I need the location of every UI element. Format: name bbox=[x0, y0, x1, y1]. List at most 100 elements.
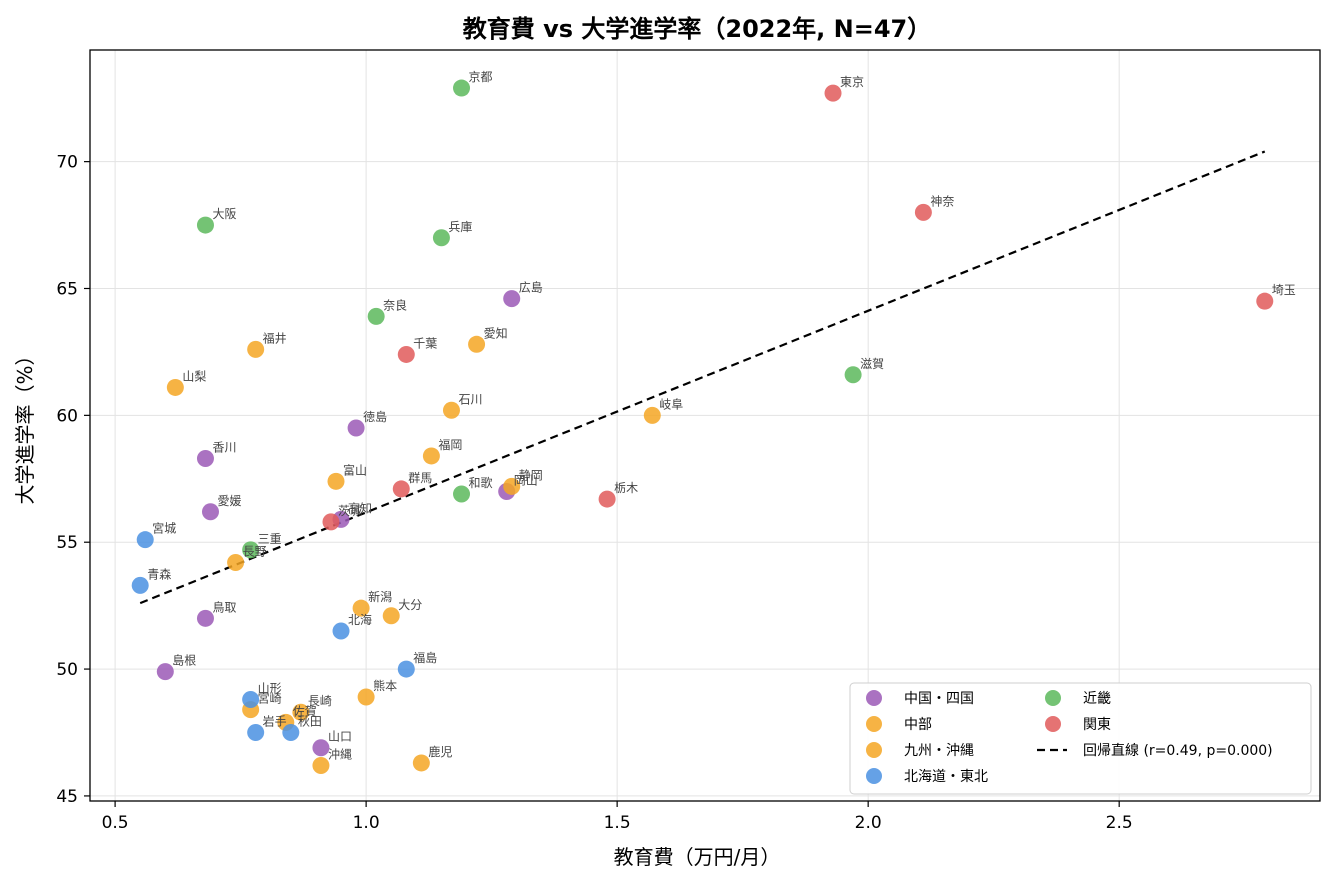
data-point bbox=[327, 472, 345, 490]
point-label: 石川 bbox=[458, 392, 482, 406]
data-point bbox=[468, 335, 486, 353]
y-tick-label: 50 bbox=[56, 660, 78, 680]
point-label: 大分 bbox=[398, 598, 422, 612]
legend-regression-label: 回帰直線 (r=0.49, p=0.000) bbox=[1083, 742, 1273, 759]
point-label: 千葉 bbox=[413, 336, 437, 350]
point-label: 山形 bbox=[258, 682, 282, 696]
data-point bbox=[347, 419, 365, 437]
data-point bbox=[166, 378, 184, 396]
data-point bbox=[824, 84, 842, 102]
point-label: 富山 bbox=[343, 462, 367, 477]
data-point bbox=[332, 622, 350, 640]
data-point bbox=[397, 345, 415, 363]
data-point bbox=[131, 576, 149, 594]
data-point bbox=[247, 340, 265, 358]
x-axis-ticks: 0.5 1.0 1.5 2.0 2.5 bbox=[102, 801, 1133, 833]
point-label: 福岡 bbox=[438, 437, 462, 452]
data-point bbox=[196, 216, 214, 234]
data-point bbox=[242, 541, 260, 559]
x-tick-label: 1.5 bbox=[604, 813, 631, 833]
x-tick-label: 2.0 bbox=[855, 813, 882, 833]
point-label: 和歌 bbox=[469, 475, 493, 490]
legend-marker bbox=[1045, 716, 1061, 732]
legend-marker bbox=[866, 768, 882, 784]
point-label: 岩手 bbox=[263, 713, 287, 728]
data-point bbox=[432, 229, 450, 247]
x-axis-label: 教育費（万円/月） bbox=[614, 845, 781, 869]
point-label: 岐阜 bbox=[659, 397, 683, 411]
data-point bbox=[352, 599, 370, 617]
point-label: 長野 bbox=[243, 545, 267, 559]
data-point bbox=[422, 447, 440, 465]
point-label: 茨城 bbox=[338, 504, 362, 518]
legend-marker bbox=[866, 742, 882, 758]
data-point bbox=[914, 203, 932, 221]
point-label: 神奈 bbox=[930, 194, 954, 208]
point-label: 佐賀 bbox=[293, 704, 317, 718]
point-label: 福島 bbox=[413, 650, 437, 665]
point-label: 高知 bbox=[348, 500, 372, 515]
point-label: 岡山 bbox=[514, 473, 538, 487]
point-label: 愛知 bbox=[484, 326, 508, 340]
x-tick-label: 1.0 bbox=[353, 813, 380, 833]
data-point bbox=[196, 449, 214, 467]
data-point bbox=[227, 554, 245, 572]
point-label: 香川 bbox=[212, 440, 236, 454]
data-point bbox=[453, 79, 471, 97]
data-point bbox=[247, 723, 265, 741]
data-point bbox=[367, 307, 385, 325]
point-label: 奈良 bbox=[383, 297, 407, 312]
data-point bbox=[242, 691, 260, 709]
data-points bbox=[131, 79, 1274, 774]
point-label: 滋賀 bbox=[860, 357, 884, 371]
y-tick-label: 70 bbox=[56, 153, 78, 173]
point-label: 宮崎 bbox=[258, 691, 282, 706]
y-tick-label: 55 bbox=[56, 533, 78, 553]
point-label: 秋田 bbox=[298, 714, 322, 728]
data-point bbox=[357, 688, 375, 706]
data-point bbox=[322, 513, 340, 531]
data-point bbox=[503, 477, 521, 495]
data-point bbox=[392, 480, 410, 498]
plot-frame bbox=[89, 49, 1321, 802]
legend-label: 関東 bbox=[1083, 717, 1111, 733]
point-label: 東京 bbox=[840, 75, 864, 89]
y-axis-ticks: 45 50 55 60 65 70 bbox=[56, 153, 90, 807]
y-tick-label: 65 bbox=[56, 279, 78, 299]
data-point bbox=[442, 401, 460, 419]
y-axis-label: 大学進学率（%） bbox=[13, 345, 37, 504]
point-label: 山梨 bbox=[182, 369, 206, 383]
data-point bbox=[412, 754, 430, 772]
data-point bbox=[1256, 292, 1274, 310]
point-label: 沖縄 bbox=[328, 746, 352, 761]
data-point bbox=[201, 503, 219, 521]
data-point bbox=[503, 290, 521, 308]
point-label: 大阪 bbox=[212, 207, 236, 221]
point-label: 愛媛 bbox=[217, 494, 241, 508]
point-label: 兵庫 bbox=[448, 220, 472, 234]
point-label: 北海 bbox=[348, 612, 372, 627]
point-label: 島根 bbox=[172, 653, 196, 668]
point-label: 長崎 bbox=[308, 694, 332, 708]
point-label: 広島 bbox=[519, 280, 543, 295]
point-label: 埼玉 bbox=[1272, 283, 1296, 297]
data-point bbox=[292, 703, 310, 721]
point-label: 福井 bbox=[263, 330, 287, 345]
data-point bbox=[382, 607, 400, 625]
data-point bbox=[397, 660, 415, 678]
legend-label: 九州・沖縄 bbox=[904, 743, 974, 759]
legend-label: 北海道・東北 bbox=[904, 769, 988, 785]
data-point bbox=[312, 739, 330, 757]
legend-marker bbox=[866, 690, 882, 706]
point-label: 静岡 bbox=[519, 468, 543, 482]
y-tick-label: 45 bbox=[56, 787, 78, 807]
point-label: 宮城 bbox=[152, 521, 176, 536]
data-point bbox=[312, 756, 330, 774]
point-label: 京都 bbox=[469, 70, 493, 84]
legend-box bbox=[849, 682, 1312, 795]
legend-label: 近畿 bbox=[1083, 691, 1111, 707]
